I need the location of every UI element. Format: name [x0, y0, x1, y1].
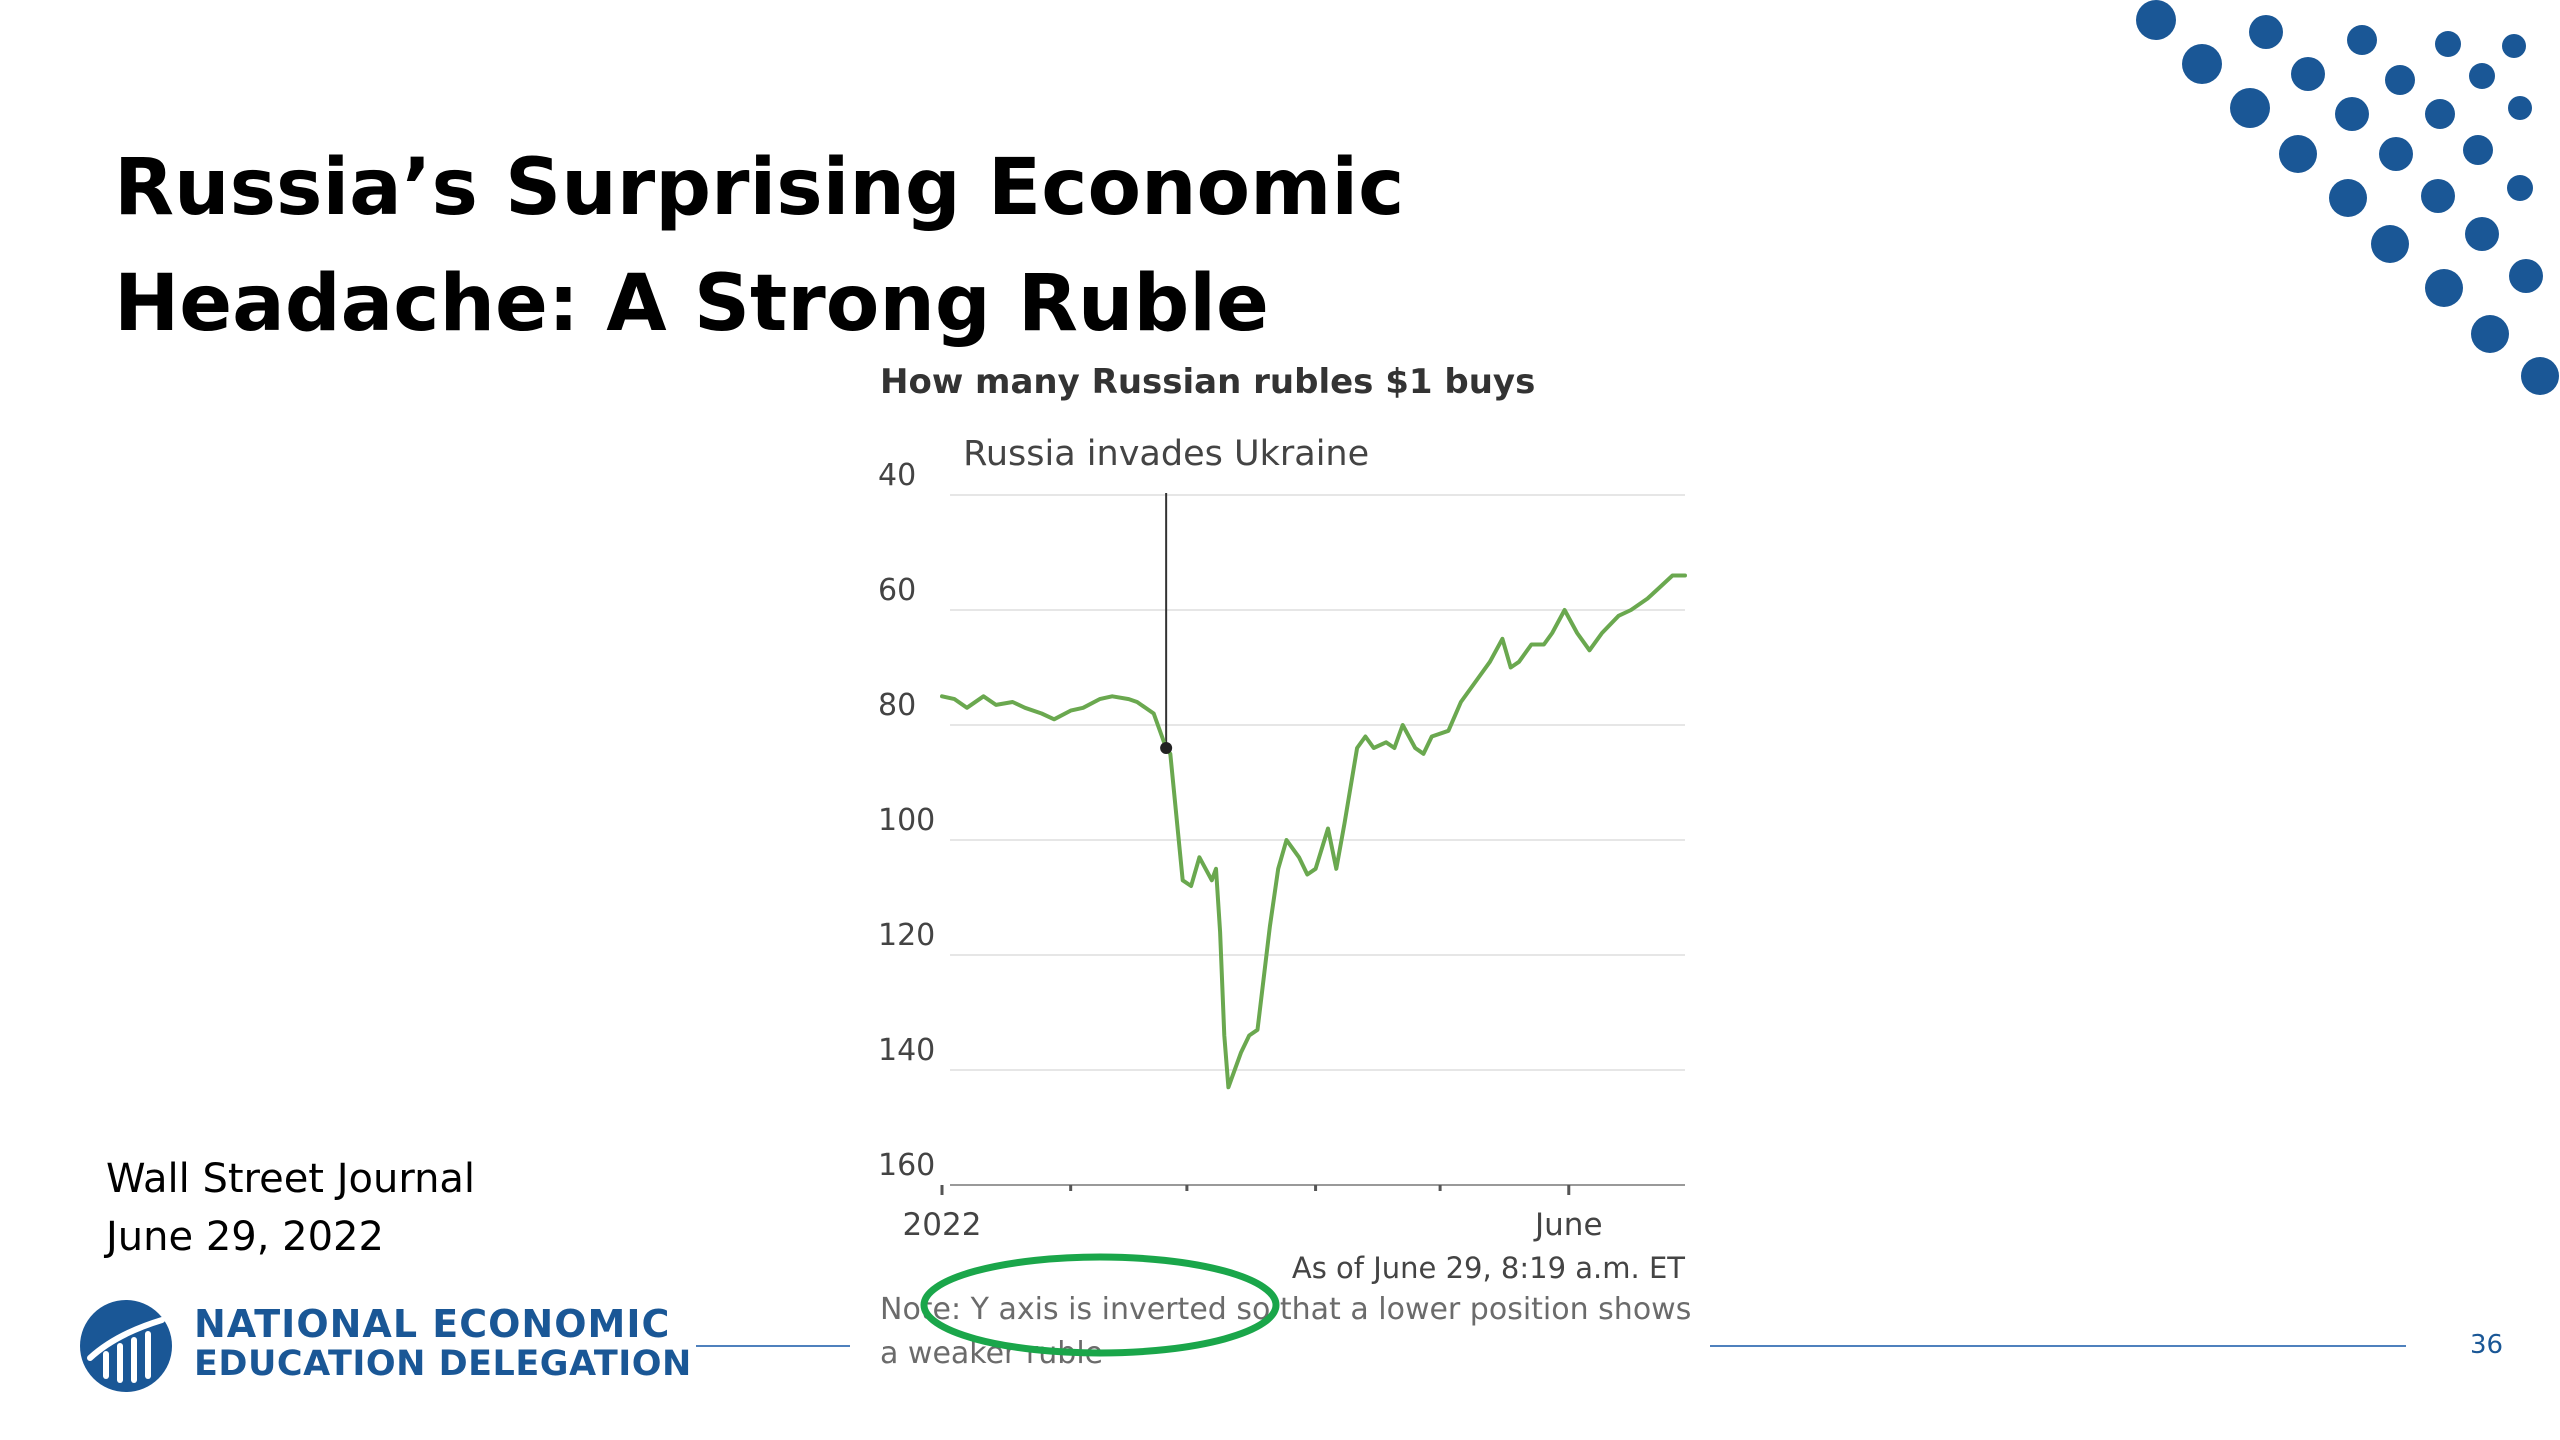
source-citation: Wall Street Journal June 29, 2022	[106, 1150, 475, 1266]
organization-name-line2: EDUCATION DELEGATION	[194, 1344, 692, 1384]
footer-divider-right	[1710, 1345, 2406, 1347]
organization-name-line1: NATIONAL ECONOMIC	[194, 1302, 671, 1346]
decorative-dot-pattern	[2136, 0, 2559, 395]
source-date: June 29, 2022	[106, 1214, 384, 1260]
y-tick-label: 160	[878, 1148, 935, 1183]
chart-timestamp: As of June 29, 8:19 a.m. ET	[1292, 1251, 1685, 1285]
y-tick-label: 120	[878, 918, 935, 953]
x-tick-label: 2022	[903, 1207, 982, 1243]
need-logo-icon	[80, 1300, 172, 1392]
ruble-line-chart: 40 60 80 100 120 140 160 2022 June As of June 29,…	[878, 434, 1687, 1285]
y-tick-label: 60	[878, 573, 916, 608]
slide-title: Russia’s Surprising Economic Headache: A…	[114, 130, 1414, 362]
y-tick-label: 140	[878, 1033, 935, 1068]
slide-title-line1: Russia’s Surprising Economic	[114, 143, 1405, 233]
organization-name: NATIONAL ECONOMIC EDUCATION DELEGATION	[194, 1304, 692, 1384]
annotation-label: Russia invades Ukraine	[963, 434, 1369, 474]
y-tick-label: 100	[878, 803, 935, 838]
x-tick-label: June	[1533, 1207, 1603, 1243]
y-tick-label: 80	[878, 688, 916, 723]
footer-divider-left	[696, 1345, 850, 1347]
source-publication: Wall Street Journal	[106, 1156, 476, 1202]
y-tick-label: 40	[878, 458, 916, 493]
page-number: 36	[2470, 1330, 2504, 1360]
slide-title-line2: Headache: A Strong Ruble	[114, 259, 1269, 349]
series-line	[940, 573, 1687, 1090]
chart-title: How many Russian rubles $1 buys	[880, 362, 1536, 402]
annotation-point	[1160, 742, 1173, 754]
highlight-ellipse	[920, 1253, 1280, 1357]
